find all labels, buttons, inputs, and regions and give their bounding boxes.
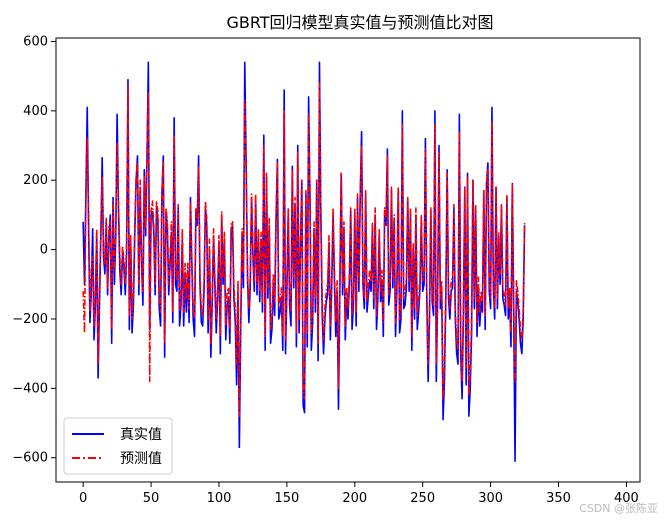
- legend-label-predicted: 预测值: [120, 451, 162, 467]
- series-line-predicted: [82, 82, 526, 417]
- x-tick-label: 250: [410, 491, 435, 506]
- chart-title: GBRT回归模型真实值与预测值比对图: [226, 13, 493, 32]
- legend: 真实值 预测值: [63, 417, 173, 475]
- y-tick-label: −600: [12, 451, 48, 466]
- y-tick-label: 400: [23, 104, 48, 119]
- x-tick-label: 350: [546, 491, 571, 506]
- y-tick-label: 600: [23, 34, 48, 49]
- x-tick-label: 0: [79, 491, 87, 506]
- x-tick-label: 300: [478, 491, 503, 506]
- y-tick-label: 0: [40, 243, 48, 258]
- x-tick-label: 200: [342, 491, 367, 506]
- x-tick-label: 400: [614, 491, 639, 506]
- x-axis: 0 50 100 150 200 250 300 350 400: [79, 482, 639, 506]
- legend-label-actual: 真实值: [120, 427, 162, 443]
- plot-frame: [55, 37, 641, 483]
- series-layer: [82, 61, 526, 462]
- y-tick-label: −400: [12, 381, 48, 396]
- y-tick-label: 200: [23, 173, 48, 188]
- watermark: CSDN @张陈亚: [579, 501, 658, 515]
- series-line-actual: [82, 61, 526, 462]
- y-tick-label: −200: [12, 312, 48, 327]
- x-tick-label: 150: [274, 491, 299, 506]
- y-axis: −600 −400 −200 0 200 400 600: [12, 34, 56, 466]
- legend-box: [63, 417, 173, 475]
- x-tick-label: 50: [143, 491, 160, 506]
- x-tick-label: 100: [207, 491, 232, 506]
